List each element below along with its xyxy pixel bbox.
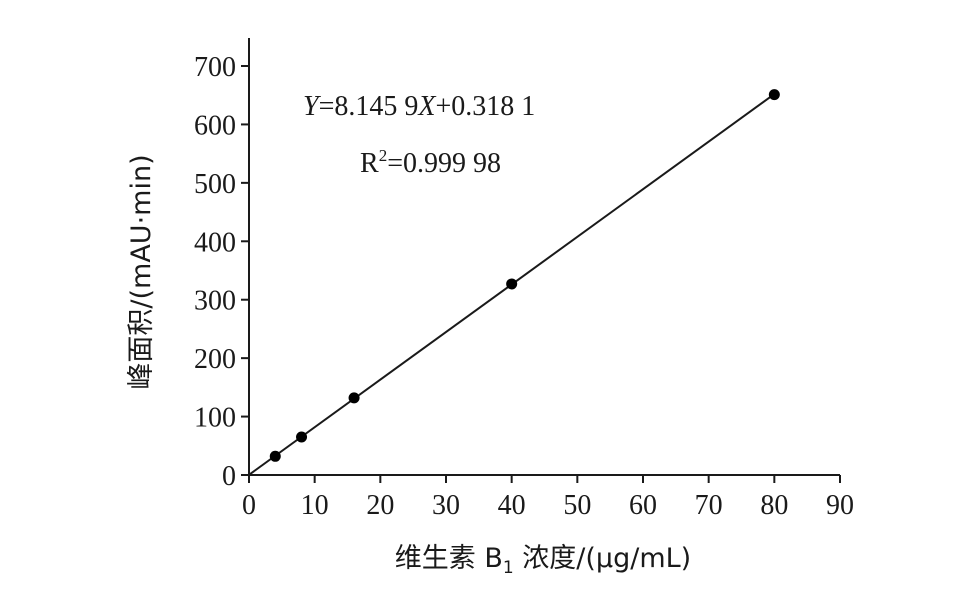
x-tick-label: 60 <box>629 490 657 521</box>
x-axis-label-sub: 1 <box>503 558 514 578</box>
x-tick-label: 40 <box>498 490 526 521</box>
y-tick-label: 200 <box>194 344 236 375</box>
r-squared-base: R <box>360 148 379 179</box>
y-axis-label: 峰面积/(mAU·min) <box>126 154 157 389</box>
regression-equation: Y=8.145 9X+0.318 1 <box>303 91 535 122</box>
data-point <box>506 278 518 290</box>
y-tick-label: 100 <box>194 403 236 434</box>
equation-y-var: Y <box>303 91 322 122</box>
y-tick-label: 600 <box>194 110 236 141</box>
x-axis-label: 维生素 B1 浓度/(μg/mL) <box>395 543 691 578</box>
y-tick-label: 400 <box>194 227 236 258</box>
equation-x-var: X <box>417 91 436 122</box>
x-tick-label: 50 <box>563 490 591 521</box>
data-point <box>348 392 360 404</box>
x-tick-label: 70 <box>695 490 723 521</box>
x-axis-label-rest: 浓度/(μg/mL) <box>514 543 692 574</box>
x-axis-label-main: 维生素 B <box>395 543 503 574</box>
x-tick-label: 30 <box>432 490 460 521</box>
x-tick-label: 80 <box>760 490 788 521</box>
x-tick-label: 20 <box>366 490 394 521</box>
data-point <box>296 431 308 443</box>
y-tick-label: 300 <box>194 286 236 317</box>
y-tick-label: 700 <box>194 52 236 83</box>
r-squared-sup: 2 <box>379 146 388 165</box>
data-point <box>269 450 281 462</box>
y-tick-label: 500 <box>194 169 236 200</box>
data-points-group <box>269 89 780 462</box>
x-tick-label: 10 <box>301 490 329 521</box>
equation-mid: =8.145 9 <box>319 91 419 122</box>
axes-group <box>248 38 840 476</box>
x-tick-label: 0 <box>242 490 256 521</box>
y-tick-label: 0 <box>222 461 236 492</box>
r-squared-value: =0.999 98 <box>387 148 501 179</box>
equation-tail: +0.318 1 <box>435 91 535 122</box>
ticks-group: 0 10 20 30 40 50 60 70 80 90 0 100 200 300 400 500 600 70… <box>194 52 854 521</box>
x-tick-label: 90 <box>826 490 854 521</box>
data-point <box>768 89 780 101</box>
r-squared: R2=0.999 98 <box>360 146 501 179</box>
